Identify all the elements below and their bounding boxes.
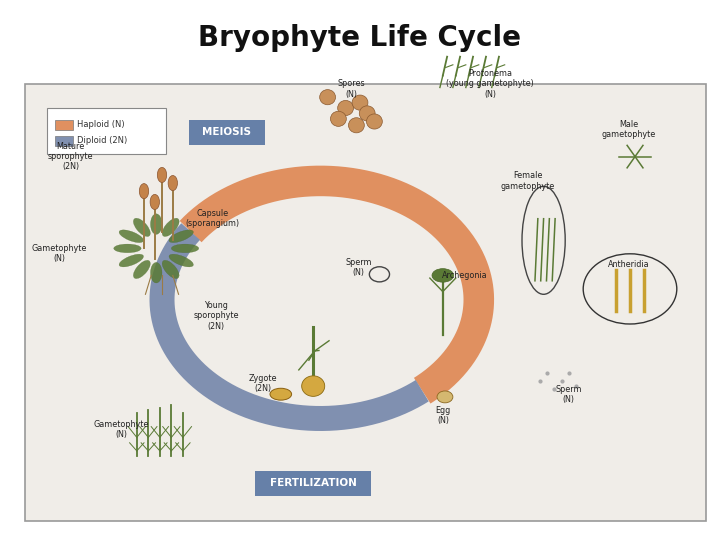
FancyBboxPatch shape (25, 84, 706, 521)
Text: Gametophyte
(N): Gametophyte (N) (94, 420, 149, 439)
Text: Capsule
(sporangium): Capsule (sporangium) (185, 209, 240, 228)
Ellipse shape (330, 111, 346, 126)
Ellipse shape (119, 254, 143, 267)
Text: Egg
(N): Egg (N) (436, 406, 451, 426)
Text: Bryophyte Life Cycle: Bryophyte Life Cycle (199, 24, 521, 52)
Text: Zygote
(2N): Zygote (2N) (248, 374, 277, 393)
Text: Antheridia: Antheridia (608, 260, 650, 269)
Ellipse shape (352, 95, 368, 110)
Ellipse shape (169, 230, 194, 242)
Text: Diploid (2N): Diploid (2N) (77, 136, 127, 145)
Text: Female
gametophyte: Female gametophyte (500, 171, 554, 191)
FancyBboxPatch shape (55, 136, 73, 146)
Text: Gametophyte
(N): Gametophyte (N) (32, 244, 86, 264)
Ellipse shape (270, 388, 292, 400)
FancyBboxPatch shape (47, 108, 166, 154)
Text: Spores
(N): Spores (N) (338, 79, 365, 99)
Ellipse shape (150, 214, 162, 234)
Text: FERTILIZATION: FERTILIZATION (270, 478, 356, 488)
Text: MEIOSIS: MEIOSIS (202, 127, 251, 137)
Text: Young
sporophyte
(2N): Young sporophyte (2N) (193, 301, 239, 331)
Ellipse shape (437, 391, 453, 403)
Ellipse shape (171, 244, 199, 253)
FancyBboxPatch shape (55, 120, 73, 130)
Ellipse shape (119, 230, 143, 242)
Ellipse shape (133, 218, 150, 237)
FancyBboxPatch shape (255, 471, 372, 496)
Ellipse shape (432, 268, 454, 282)
Text: Protonema
(young gametophyte)
(N): Protonema (young gametophyte) (N) (446, 69, 534, 99)
Ellipse shape (366, 114, 382, 129)
Text: Haploid (N): Haploid (N) (77, 120, 125, 129)
Ellipse shape (157, 167, 167, 183)
FancyBboxPatch shape (189, 120, 265, 145)
Ellipse shape (359, 106, 375, 121)
Text: Sperm
(N): Sperm (N) (346, 258, 372, 277)
Text: Archegonia: Archegonia (442, 271, 487, 280)
Ellipse shape (114, 244, 141, 253)
Ellipse shape (133, 260, 150, 279)
Text: Male
gametophyte: Male gametophyte (601, 120, 655, 139)
Ellipse shape (162, 260, 179, 279)
Ellipse shape (150, 194, 160, 210)
Ellipse shape (140, 184, 149, 199)
Ellipse shape (338, 100, 354, 116)
Text: Sperm
(N): Sperm (N) (556, 384, 582, 404)
Ellipse shape (150, 262, 162, 283)
Ellipse shape (320, 90, 336, 105)
Ellipse shape (169, 254, 194, 267)
Ellipse shape (302, 376, 325, 396)
Text: Mature
sporophyte
(2N): Mature sporophyte (2N) (48, 141, 94, 172)
Ellipse shape (162, 218, 179, 237)
Ellipse shape (168, 176, 177, 191)
Ellipse shape (348, 118, 364, 133)
